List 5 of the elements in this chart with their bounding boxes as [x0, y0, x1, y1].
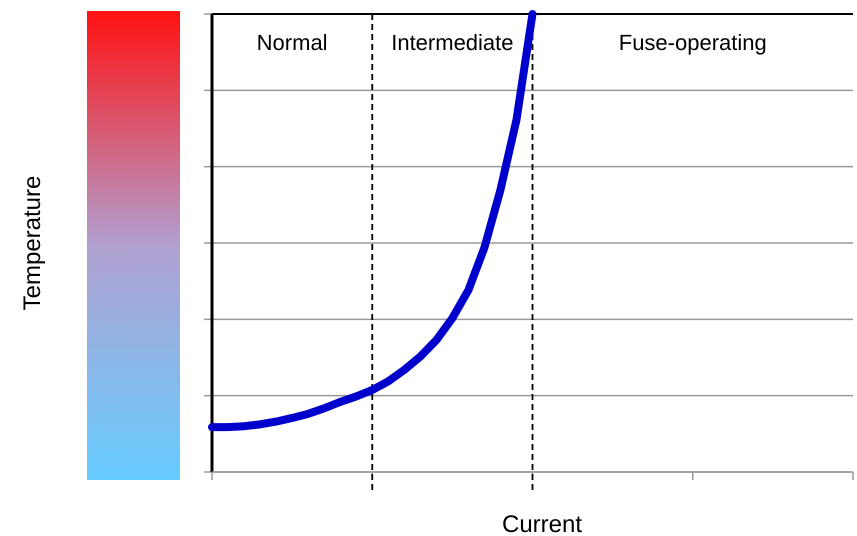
- annotation: Normal: [256, 30, 328, 55]
- annotation: Intermediate: [391, 30, 514, 55]
- annotation: Fuse-operating: [618, 30, 767, 55]
- x-axis-title: Current: [502, 511, 582, 536]
- text: Temperature: [19, 176, 46, 310]
